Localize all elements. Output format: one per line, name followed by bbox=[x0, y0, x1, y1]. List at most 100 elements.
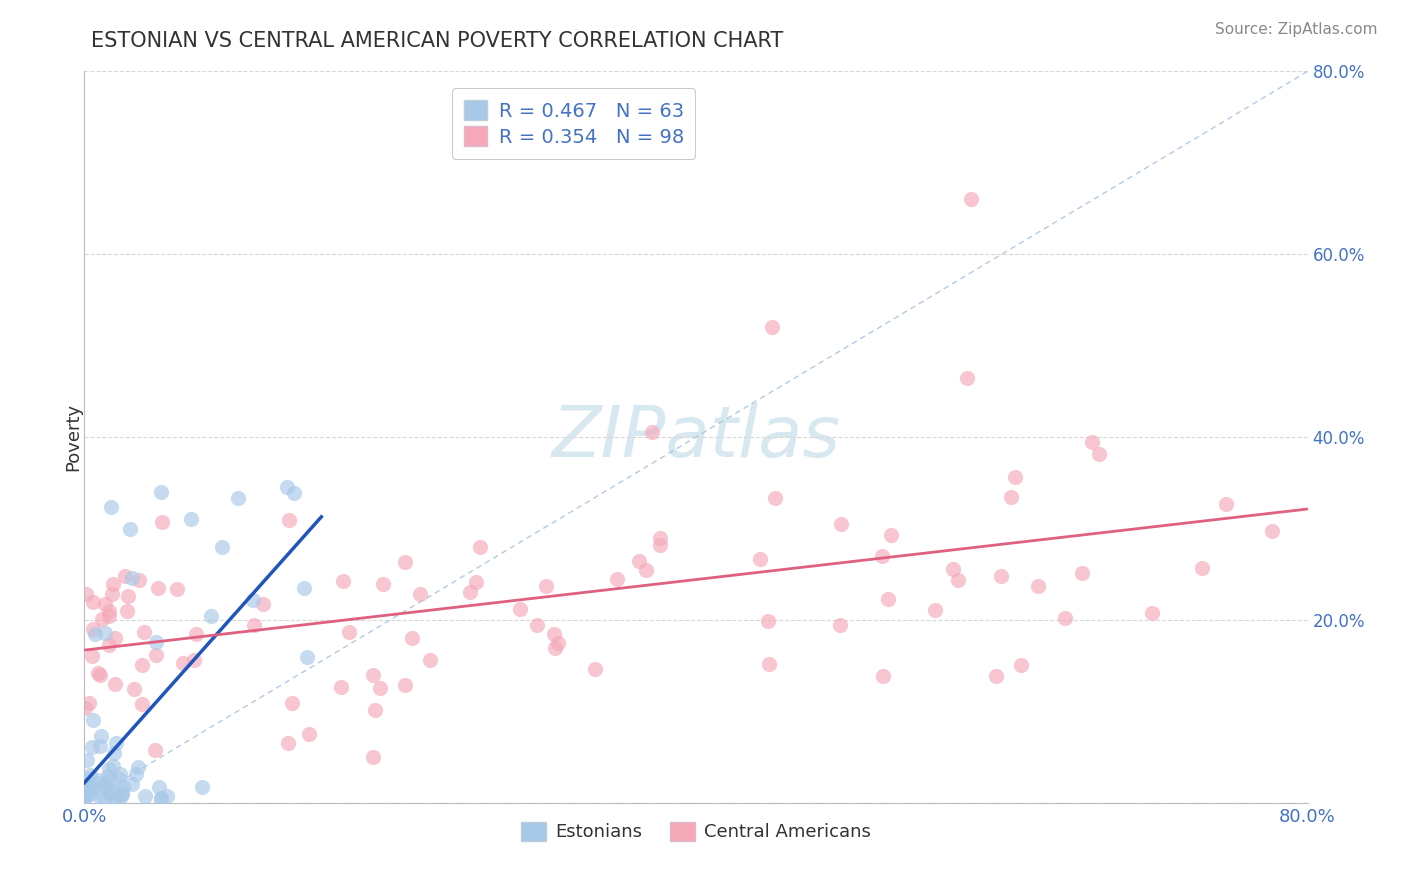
Point bbox=[89, 789, 111, 804]
Point bbox=[82, 649, 104, 664]
Point bbox=[401, 631, 423, 645]
Point bbox=[73, 701, 96, 715]
Point bbox=[583, 662, 606, 676]
Point bbox=[337, 625, 360, 640]
Point bbox=[394, 555, 416, 569]
Point bbox=[127, 760, 149, 774]
Point bbox=[870, 549, 893, 563]
Point bbox=[77, 696, 100, 710]
Point bbox=[89, 739, 111, 754]
Point bbox=[960, 192, 983, 206]
Point bbox=[149, 485, 172, 500]
Point bbox=[82, 740, 104, 755]
Point bbox=[1088, 447, 1111, 461]
Point bbox=[104, 792, 127, 806]
Point bbox=[90, 612, 112, 626]
Point bbox=[148, 780, 170, 795]
Point bbox=[1053, 611, 1076, 625]
Point bbox=[146, 581, 169, 595]
Point bbox=[94, 598, 117, 612]
Point bbox=[97, 639, 120, 653]
Point bbox=[121, 571, 143, 585]
Point bbox=[295, 650, 318, 665]
Point bbox=[211, 540, 233, 554]
Point bbox=[110, 789, 132, 804]
Point bbox=[128, 574, 150, 588]
Point bbox=[242, 593, 264, 607]
Point bbox=[94, 778, 117, 792]
Point bbox=[748, 552, 770, 566]
Point bbox=[98, 786, 121, 800]
Point bbox=[641, 425, 664, 440]
Point bbox=[464, 574, 486, 589]
Point bbox=[280, 696, 302, 710]
Point bbox=[330, 680, 353, 694]
Point bbox=[1071, 566, 1094, 581]
Point bbox=[628, 554, 651, 568]
Point bbox=[180, 512, 202, 526]
Point bbox=[364, 703, 387, 717]
Point bbox=[986, 668, 1008, 682]
Point bbox=[104, 632, 127, 646]
Point bbox=[534, 579, 557, 593]
Point bbox=[131, 697, 153, 711]
Point bbox=[101, 576, 124, 591]
Point bbox=[1004, 470, 1026, 484]
Point bbox=[183, 653, 205, 667]
Point bbox=[121, 776, 143, 790]
Point bbox=[509, 602, 531, 616]
Text: ESTONIAN VS CENTRAL AMERICAN POVERTY CORRELATION CHART: ESTONIAN VS CENTRAL AMERICAN POVERTY COR… bbox=[91, 31, 783, 51]
Point bbox=[283, 486, 305, 500]
Text: ZIPatlas: ZIPatlas bbox=[551, 402, 841, 472]
Point bbox=[371, 577, 394, 591]
Point bbox=[105, 736, 128, 750]
Point bbox=[292, 581, 315, 595]
Point bbox=[763, 491, 786, 505]
Point bbox=[120, 521, 142, 535]
Point bbox=[332, 574, 354, 588]
Point bbox=[408, 587, 430, 601]
Point bbox=[103, 759, 125, 773]
Point bbox=[172, 656, 194, 670]
Point bbox=[97, 762, 120, 776]
Point bbox=[150, 791, 173, 805]
Point bbox=[111, 787, 134, 801]
Point bbox=[361, 750, 384, 764]
Point bbox=[86, 772, 108, 787]
Point bbox=[98, 609, 121, 624]
Point bbox=[104, 677, 127, 691]
Point bbox=[758, 657, 780, 672]
Point bbox=[650, 538, 672, 552]
Point bbox=[103, 785, 125, 799]
Point bbox=[1026, 578, 1049, 592]
Point bbox=[190, 780, 212, 794]
Point bbox=[145, 648, 167, 662]
Point bbox=[87, 776, 110, 790]
Point bbox=[76, 753, 98, 767]
Point bbox=[110, 767, 132, 781]
Point bbox=[526, 618, 548, 632]
Point bbox=[134, 789, 156, 803]
Point bbox=[108, 772, 131, 786]
Point bbox=[73, 780, 96, 794]
Point bbox=[368, 681, 391, 695]
Point bbox=[184, 626, 207, 640]
Point bbox=[115, 603, 138, 617]
Text: Source: ZipAtlas.com: Source: ZipAtlas.com bbox=[1215, 22, 1378, 37]
Point bbox=[82, 595, 104, 609]
Point bbox=[82, 781, 104, 796]
Point bbox=[877, 591, 900, 606]
Point bbox=[79, 767, 101, 781]
Point bbox=[1000, 490, 1022, 504]
Point bbox=[79, 787, 101, 801]
Point bbox=[1260, 524, 1282, 538]
Point bbox=[946, 573, 969, 587]
Point bbox=[100, 500, 122, 514]
Point bbox=[87, 666, 110, 681]
Point bbox=[1191, 561, 1213, 575]
Point bbox=[252, 597, 274, 611]
Point bbox=[419, 653, 441, 667]
Point bbox=[276, 480, 298, 494]
Point bbox=[82, 622, 104, 636]
Point bbox=[97, 785, 120, 799]
